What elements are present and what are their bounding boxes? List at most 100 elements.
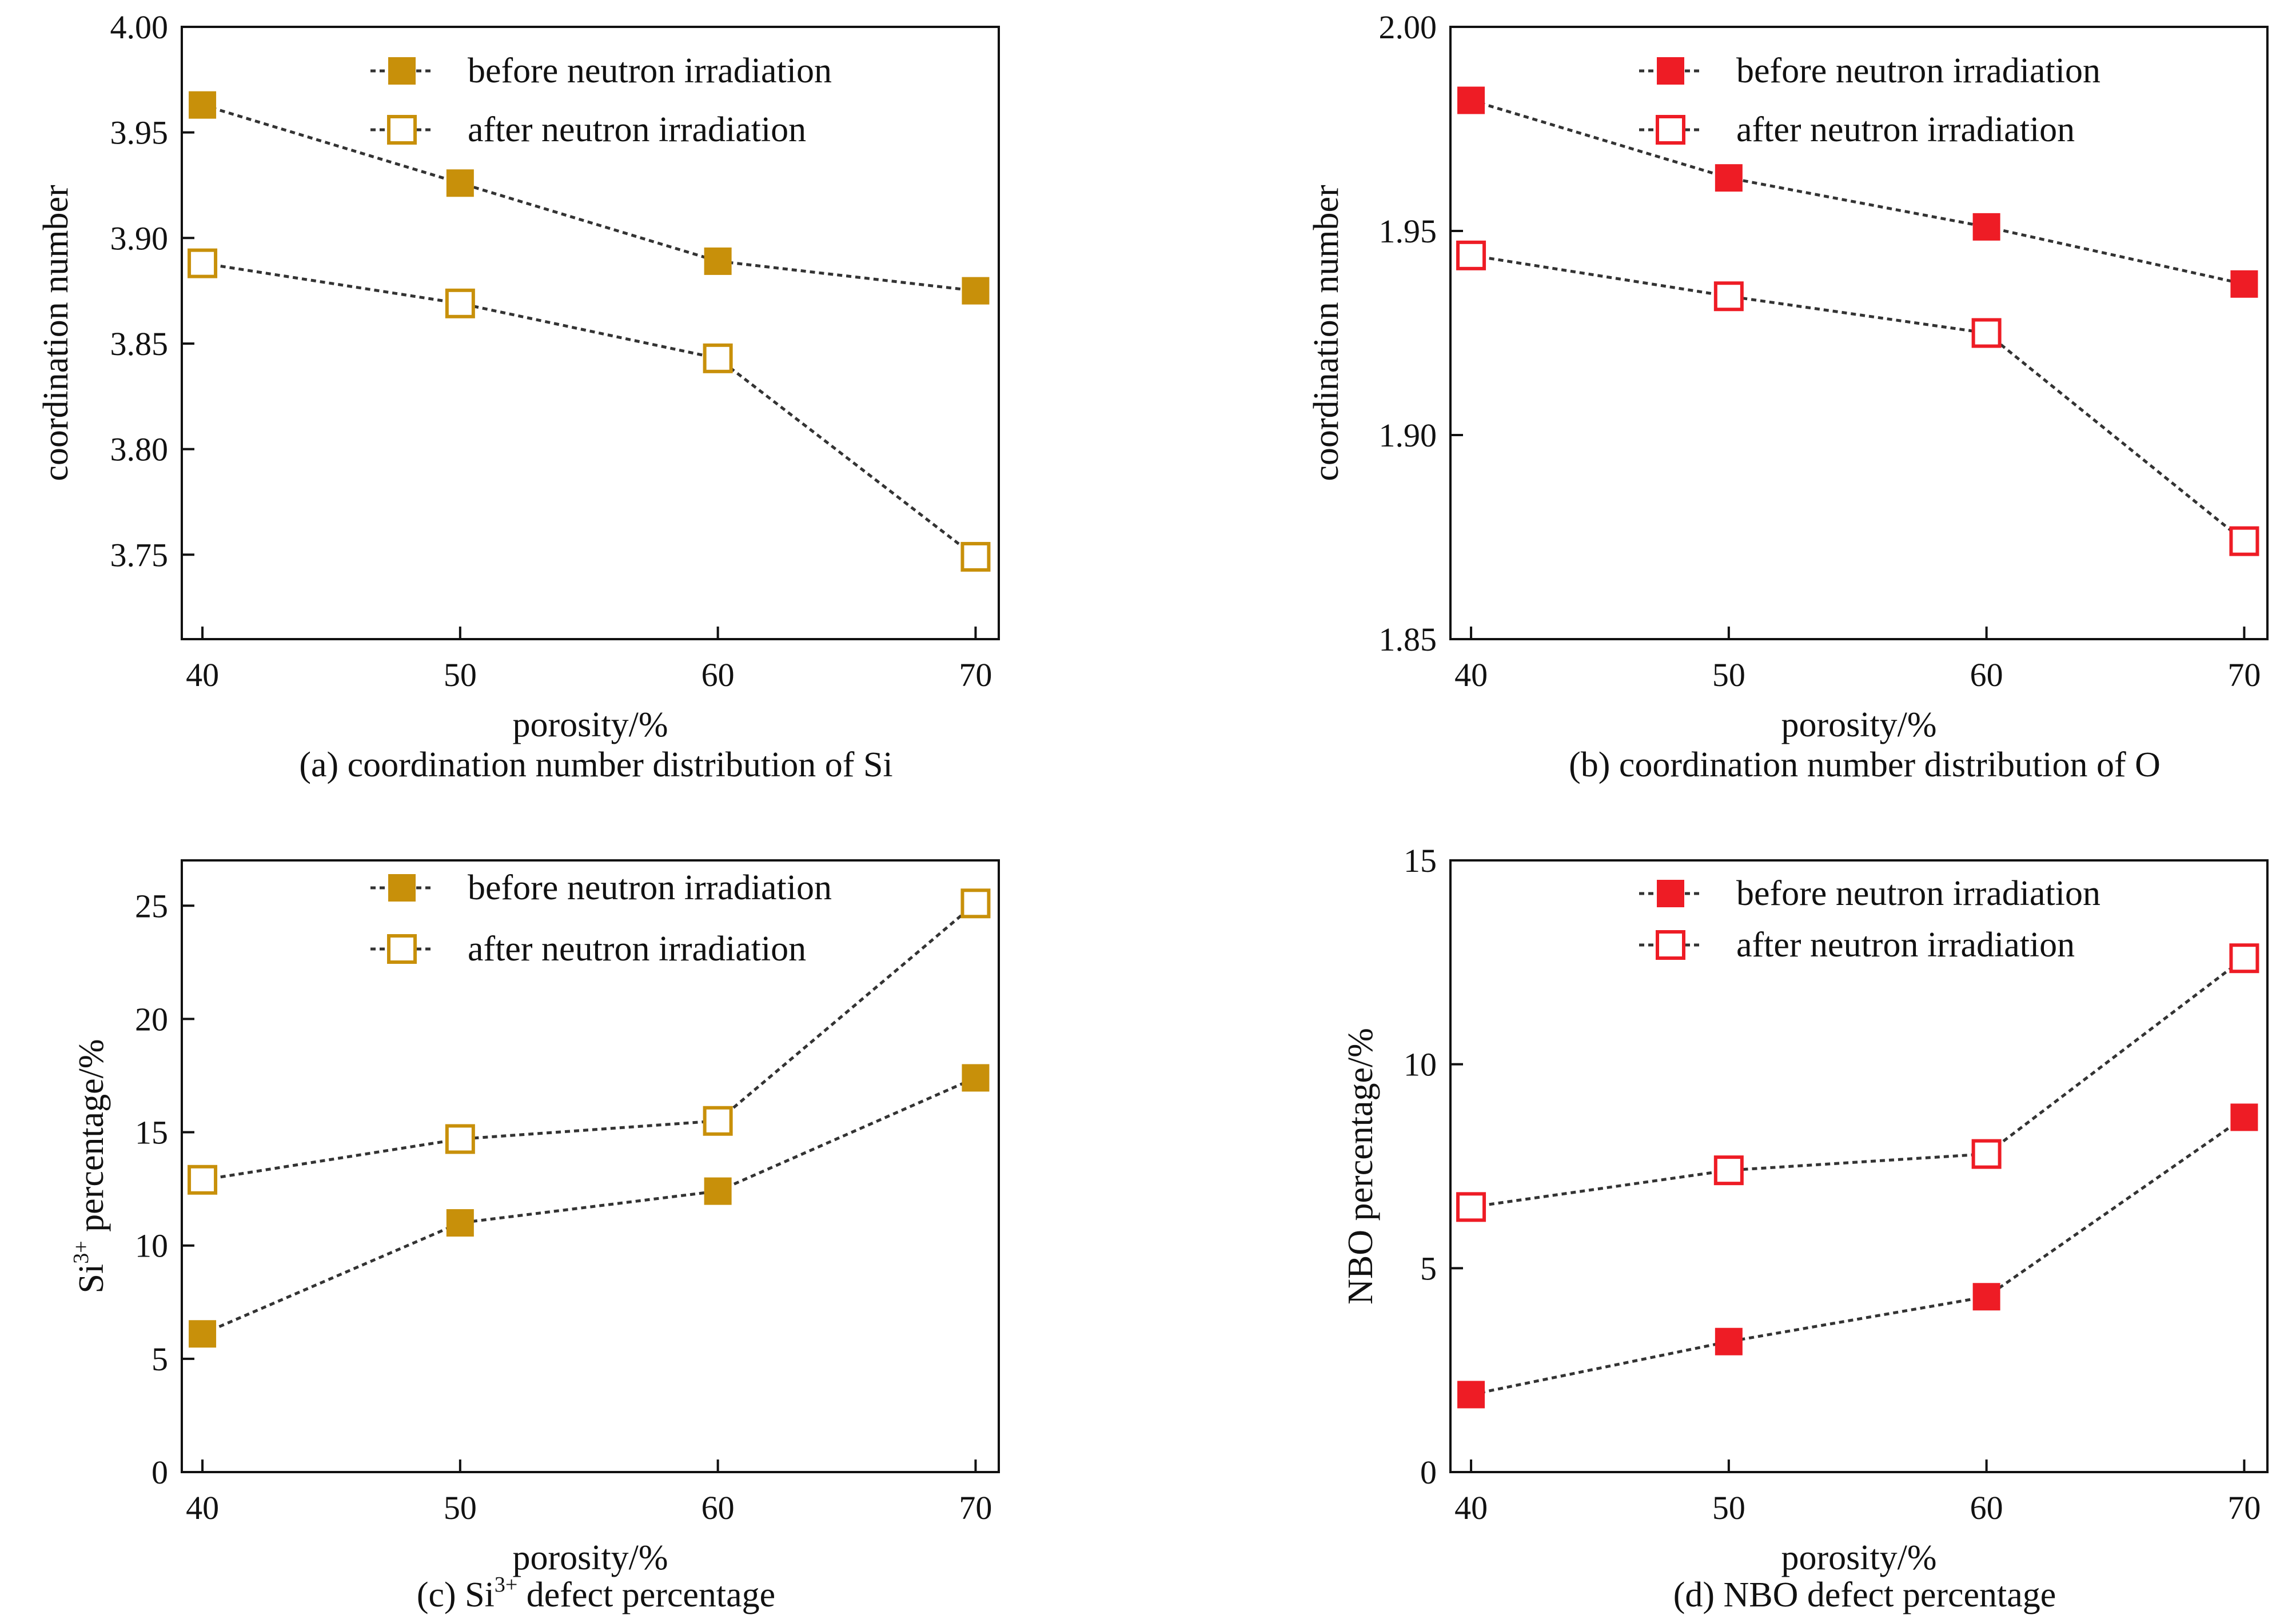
series-before <box>1457 1103 2258 1409</box>
x-tick-label: 50 <box>1712 1489 1745 1526</box>
data-point <box>445 1124 475 1154</box>
legend: before neutron irradiation after neutron … <box>1639 874 2100 964</box>
y-tick-label: 15 <box>1404 842 1437 879</box>
chart-caption: (a) coordination number distribution of … <box>299 745 892 784</box>
y-tick-label: 5 <box>152 1341 168 1378</box>
data-point <box>2230 270 2258 298</box>
plot-frame <box>181 859 1000 1473</box>
x-axis-title: porosity/% <box>1781 705 1936 744</box>
x-tick-label: 40 <box>1454 656 1488 693</box>
series-line <box>1470 99 2245 286</box>
y-axis-title: coordination number <box>1307 185 1346 481</box>
series-before <box>1457 86 2258 298</box>
legend-label: before neutron irradiation <box>1736 874 2100 913</box>
y-tick-label: 4.00 <box>110 9 169 46</box>
chart-caption: (b) coordination number distribution of … <box>1569 745 2161 784</box>
plot-frame <box>1449 26 2269 640</box>
data-point <box>703 1106 733 1136</box>
y-tick-label: 10 <box>1404 1046 1437 1083</box>
y-tick-label: 5 <box>1420 1250 1437 1287</box>
data-point <box>188 1165 218 1195</box>
legend: before neutron irradiation after neutron … <box>370 868 832 968</box>
y-tick-label: 1.95 <box>1379 213 1437 250</box>
chart-caption: (c) Si3+ defect percentage <box>417 1573 775 1614</box>
x-tick-label: 60 <box>1970 1489 2003 1526</box>
series-line <box>1470 254 2245 543</box>
series-after <box>1456 943 2259 1222</box>
legend-marker <box>1657 880 1684 907</box>
data-point <box>704 1177 732 1205</box>
legend-marker <box>387 934 417 964</box>
legend-marker <box>1656 930 1685 960</box>
data-point <box>962 1064 990 1092</box>
data-point <box>1713 1155 1744 1186</box>
data-point <box>1972 213 2000 241</box>
legend-label: after neutron irradiation <box>1736 110 2075 149</box>
plot-frame <box>1449 859 2269 1473</box>
series-line <box>1470 1116 2245 1396</box>
data-point <box>2229 526 2259 556</box>
x-tick-label: 70 <box>959 1489 992 1526</box>
chart-caption: (d) NBO defect percentage <box>1673 1576 2056 1614</box>
series-after <box>188 248 991 572</box>
chart-c: 40 50 60 70 0 5 10 15 20 25 porosity/% Si3+ percent… <box>69 859 1000 1614</box>
chart-b: 40 50 60 70 1.85 1.90 1.95 2.00 porosity/% coordi… <box>1307 9 2269 784</box>
x-tick-label: 70 <box>2227 1489 2261 1526</box>
chart-a: 40 50 60 70 3.75 3.80 3.85 3.90 3.95 4.00 porosity… <box>37 9 1000 784</box>
series-line <box>202 902 977 1182</box>
y-tick-label: 0 <box>1420 1454 1437 1491</box>
y-axis-title: NBO percentage/% <box>1341 1028 1380 1305</box>
y-tick-label: 3.95 <box>110 114 169 151</box>
series-line <box>202 262 976 558</box>
x-tick-label: 60 <box>701 1489 735 1526</box>
series-before <box>189 1064 990 1348</box>
y-tick-label: 3.90 <box>110 220 169 257</box>
y-tick-label: 0 <box>152 1454 168 1491</box>
y-tick-label: 3.80 <box>110 431 169 468</box>
legend-label: after neutron irradiation <box>468 110 806 149</box>
series-after <box>1456 240 2259 556</box>
data-point <box>2230 1103 2258 1131</box>
x-tick-label: 40 <box>1454 1489 1488 1526</box>
x-tick-label: 50 <box>1712 656 1745 693</box>
data-point <box>1713 281 1744 312</box>
x-tick-label: 60 <box>701 656 735 693</box>
series-line <box>1470 957 2245 1209</box>
data-point <box>446 169 474 197</box>
data-point <box>189 91 217 119</box>
legend: before neutron irradiation after neutron … <box>1639 51 2100 149</box>
x-tick-label: 70 <box>959 656 992 693</box>
data-point <box>1456 1192 1486 1222</box>
y-tick-label: 2.00 <box>1379 9 1437 46</box>
data-point <box>189 1320 217 1348</box>
legend-label: before neutron irradiation <box>468 868 832 907</box>
data-point <box>188 248 218 278</box>
y-tick-label: 25 <box>135 887 168 924</box>
data-point <box>1971 1139 2002 1169</box>
legend-label: after neutron irradiation <box>1736 926 2075 964</box>
y-axis-title: coordination number <box>37 185 75 481</box>
data-point <box>1715 1327 1743 1355</box>
data-point <box>1457 86 1485 114</box>
legend-marker <box>388 874 416 902</box>
series-after <box>188 888 991 1195</box>
legend-marker <box>1656 115 1685 145</box>
legend-label: after neutron irradiation <box>468 930 806 968</box>
x-axis-title: porosity/% <box>1781 1538 1936 1577</box>
y-axis-title: Si3+ percentage/% <box>69 1039 111 1294</box>
y-tick-label: 3.75 <box>110 536 169 573</box>
data-point <box>704 247 732 275</box>
data-point <box>446 1209 474 1237</box>
data-point <box>962 277 990 305</box>
y-tick-label: 1.90 <box>1379 417 1437 454</box>
data-point <box>1456 240 1486 270</box>
x-tick-label: 50 <box>444 1489 477 1526</box>
y-tick-label: 3.85 <box>110 325 169 362</box>
data-point <box>703 343 733 373</box>
x-tick-label: 40 <box>186 1489 219 1526</box>
data-point <box>960 888 991 919</box>
x-tick-label: 60 <box>1970 656 2003 693</box>
data-point <box>1972 1283 2000 1311</box>
x-axis-title: porosity/% <box>512 705 668 744</box>
